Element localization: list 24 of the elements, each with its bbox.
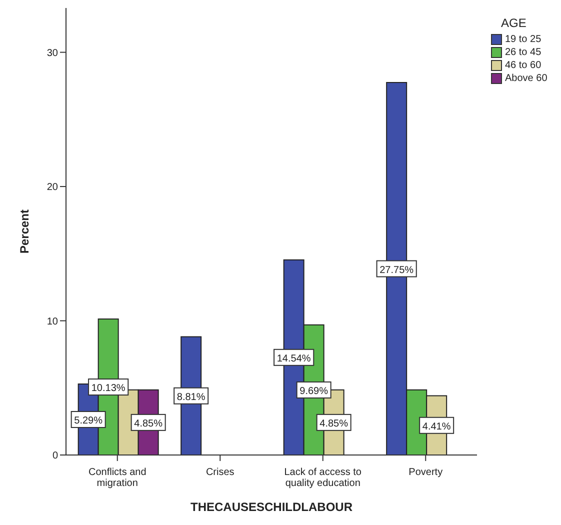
data-label: 8.81% (176, 392, 206, 403)
x-tick-label: Crises (206, 467, 234, 478)
data-label: 5.29% (74, 415, 103, 426)
x-tick-label: Poverty (408, 467, 443, 478)
data-label: 4.41% (422, 421, 451, 432)
data-label: 9.69% (300, 386, 328, 397)
data-label: 4.85% (134, 418, 163, 430)
data-label: 14.54% (276, 353, 311, 364)
y-axis-title: Percent (17, 209, 32, 254)
y-tick-label: 0 (52, 450, 58, 462)
data-label: 4.85% (320, 418, 348, 430)
y-tick-label: 30 (46, 48, 58, 59)
legend-label: 46 to 60 (504, 59, 542, 72)
legend-label: Above 60 (504, 72, 548, 85)
legend-title: AGE (501, 16, 528, 30)
data-label: 10.13% (91, 383, 126, 394)
data-label: 27.75% (380, 264, 414, 276)
y-tick-label: 20 (46, 182, 58, 194)
legend-label: 26 to 45 (504, 46, 542, 59)
x-tick-label: Conflicts and migration (88, 467, 146, 489)
legend-label: 19 to 25 (504, 33, 542, 46)
y-tick-label: 10 (46, 316, 58, 328)
x-tick-label: Lack of access to quality education (284, 467, 362, 489)
x-axis-title: THECAUSESCHILDLABOUR (190, 500, 353, 514)
